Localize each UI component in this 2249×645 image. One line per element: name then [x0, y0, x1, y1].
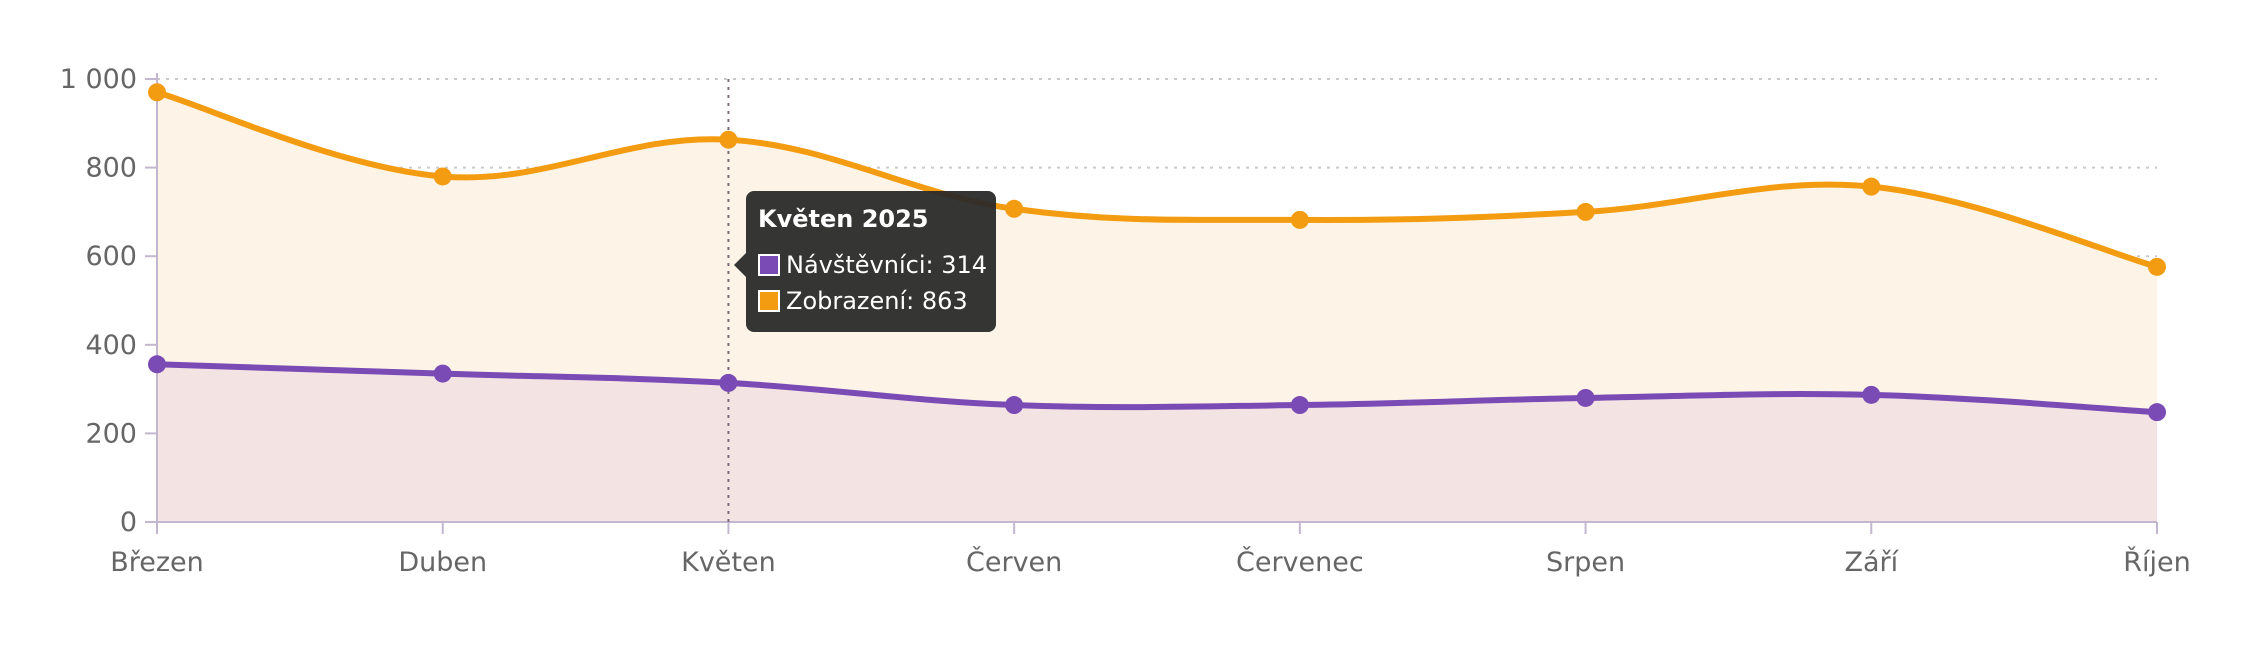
tooltip-title: Květen 2025	[758, 205, 929, 233]
line-views	[154, 89, 2160, 270]
x-tick-label: Květen	[681, 547, 776, 578]
tooltip-label-views: Zobrazení: 863	[786, 287, 968, 315]
point-views	[148, 83, 166, 102]
point-views	[719, 130, 738, 149]
point-visitors	[1576, 388, 1595, 407]
point-visitors	[2148, 403, 2166, 422]
tooltip-row-views: Zobrazení: 863	[758, 283, 984, 319]
tooltip-swatch-views	[758, 290, 780, 312]
y-axis-ticks: 0 200 400 600 800 1 000	[60, 64, 157, 538]
tooltip-swatch-visitors	[758, 254, 780, 276]
x-tick-label: Červen	[966, 546, 1062, 578]
x-tick-label: Září	[1844, 547, 1899, 578]
point-views	[1576, 202, 1595, 221]
point-views	[1290, 210, 1309, 229]
point-views	[1005, 199, 1024, 218]
data-points	[148, 83, 2166, 422]
point-visitors	[1005, 396, 1024, 415]
y-tick-label: 400	[85, 330, 137, 361]
x-tick-label: Srpen	[1546, 547, 1625, 578]
line-visitors	[154, 361, 2160, 416]
tooltip: Květen 2025 Návštěvníci: 314 Zobrazení: …	[734, 191, 996, 332]
tooltip-row-visitors: Návštěvníci: 314	[758, 247, 988, 283]
x-tick-label: Červenec	[1236, 546, 1364, 578]
x-tick-label: Říjen	[2123, 546, 2191, 578]
point-visitors	[148, 355, 166, 374]
y-tick-label: 600	[85, 241, 137, 272]
point-visitors	[1290, 396, 1309, 415]
series-lines	[154, 89, 2160, 416]
point-views	[2148, 257, 2166, 276]
point-visitors	[1862, 385, 1881, 404]
y-tick-label: 800	[85, 153, 137, 184]
x-axis-ticks: Březen Duben Květen Červen Červenec Srpen Září…	[110, 522, 2191, 578]
point-views	[433, 167, 452, 186]
axes	[145, 73, 2157, 523]
x-tick-label: Březen	[110, 547, 204, 578]
y-tick-label: 0	[120, 507, 137, 538]
point-views	[1862, 177, 1881, 196]
series-areas	[157, 92, 2157, 522]
x-tick-label: Duben	[398, 547, 487, 578]
y-tick-label: 200	[85, 418, 137, 449]
tooltip-label-visitors: Návštěvníci: 314	[786, 251, 988, 279]
y-tick-label: 1 000	[60, 64, 137, 95]
point-visitors	[719, 373, 738, 392]
point-visitors	[433, 364, 452, 383]
area-visitors	[157, 364, 2157, 522]
